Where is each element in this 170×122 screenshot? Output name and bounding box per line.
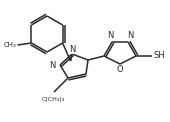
- Text: O: O: [117, 66, 123, 75]
- Text: N: N: [69, 45, 75, 54]
- Text: N: N: [127, 31, 133, 41]
- Text: C(CH₃)₃: C(CH₃)₃: [41, 97, 65, 102]
- Text: SH: SH: [153, 51, 165, 61]
- Text: CH₃: CH₃: [4, 42, 16, 48]
- Text: N: N: [107, 31, 113, 41]
- Text: N: N: [49, 61, 55, 70]
